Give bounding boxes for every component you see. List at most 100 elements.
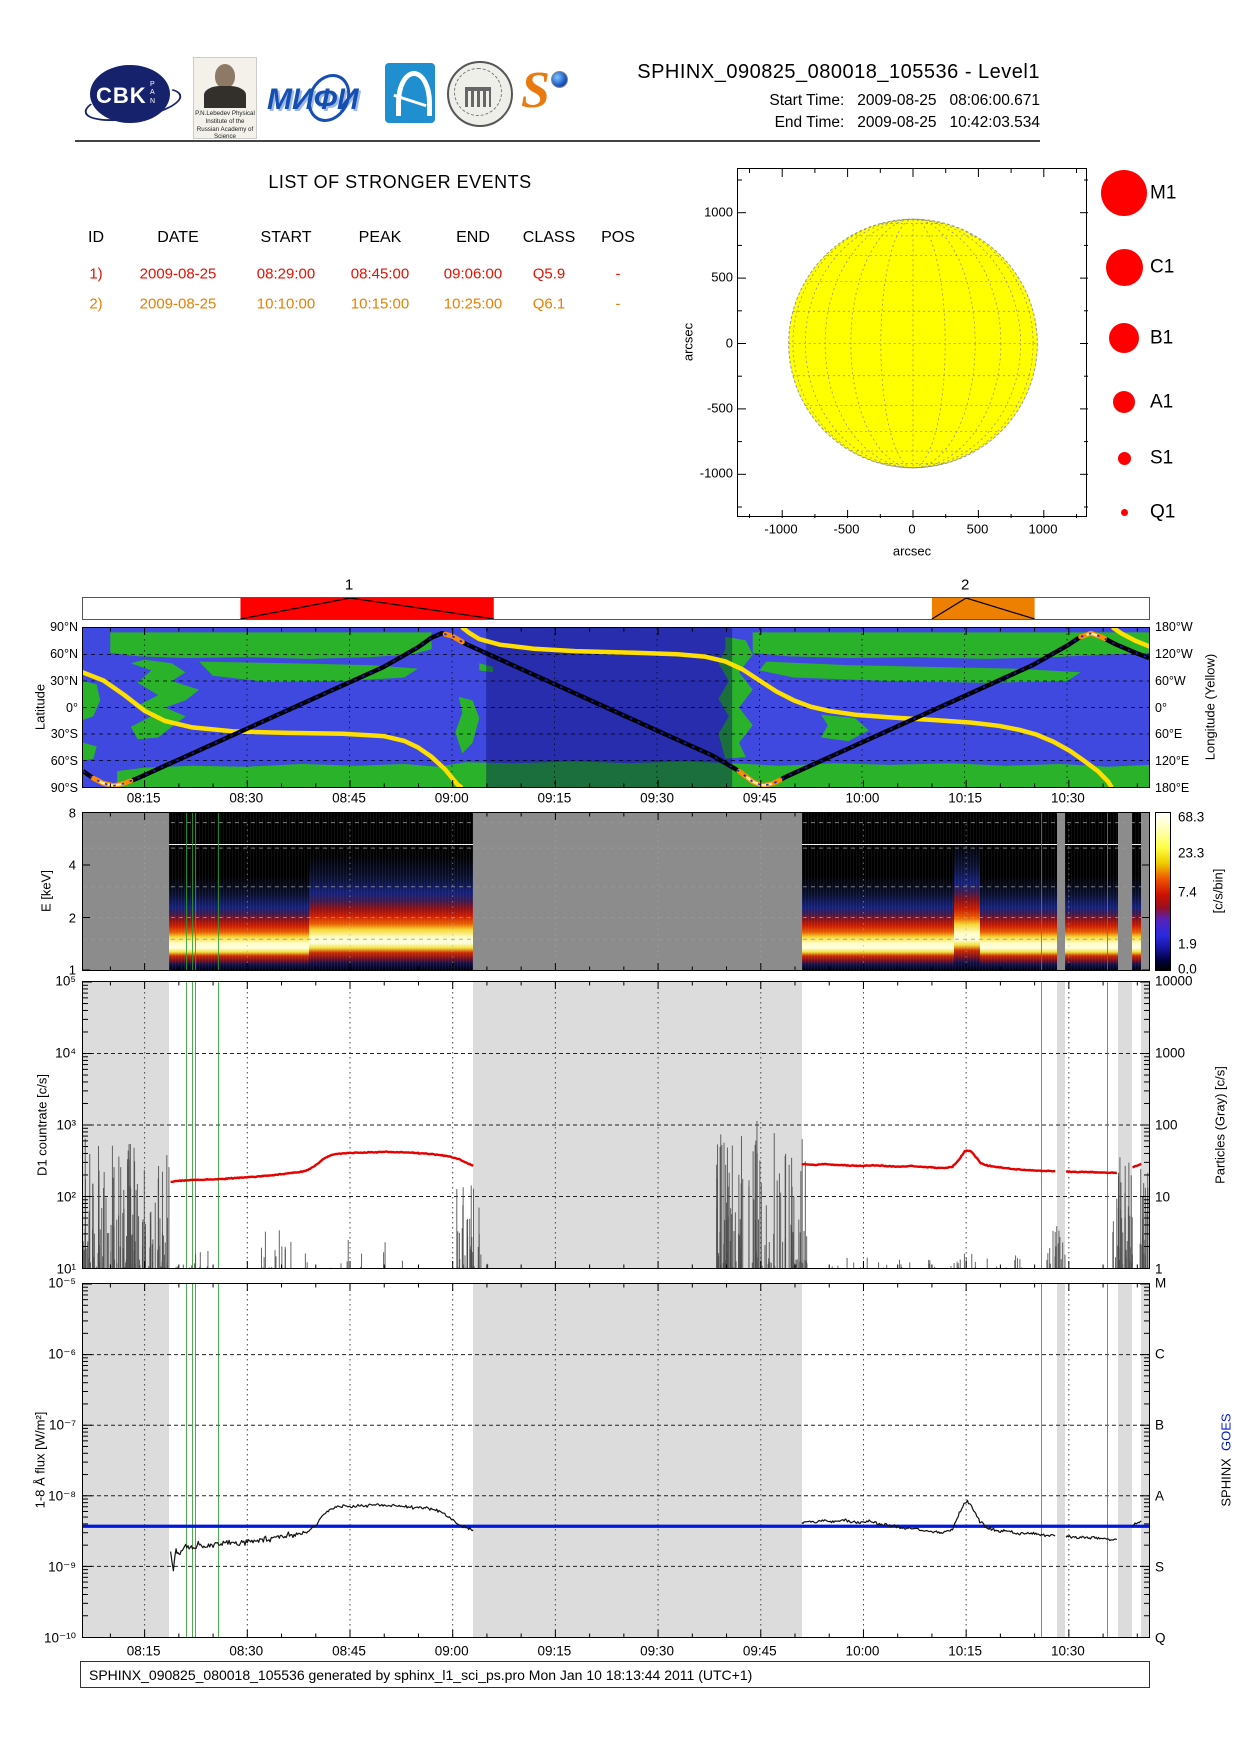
legend-flare-label: S1 bbox=[1150, 447, 1174, 469]
flux-time-label: 10:15 bbox=[948, 1643, 983, 1659]
events-column-header: CLASS bbox=[522, 229, 576, 246]
d1-ytick-label: 10¹ bbox=[56, 1261, 76, 1277]
event-marker-line bbox=[194, 1284, 196, 1637]
e-ticks bbox=[83, 864, 1149, 970]
data-gap-band bbox=[83, 1284, 169, 1637]
spectrogram-data-segment bbox=[1065, 813, 1119, 970]
event-marker-line bbox=[217, 982, 219, 1268]
sun-xtick-label: 0 bbox=[908, 521, 916, 537]
cbk-ellipse bbox=[90, 65, 170, 123]
start-time-row: Start Time: 2009-08-25 08:06:00.671 bbox=[769, 93, 1040, 109]
d1-grid bbox=[83, 1053, 1149, 1197]
particles-tick-label: 1 bbox=[1155, 1261, 1163, 1277]
event-row-2-cell: 10:10:00 bbox=[256, 295, 316, 313]
particles-tick-label: 1000 bbox=[1155, 1045, 1186, 1061]
seal-inner-ring bbox=[454, 68, 502, 116]
arch-shape bbox=[396, 71, 432, 116]
map-continent bbox=[83, 742, 97, 761]
events-column-header: ID bbox=[88, 229, 104, 246]
sun-ytick-label: -500 bbox=[706, 400, 733, 416]
event-marker-line bbox=[191, 982, 193, 1268]
d1-countrate-curve bbox=[1132, 1162, 1142, 1169]
colorbar-tick-label: 0.0 bbox=[1178, 961, 1197, 977]
xray-flux-panel bbox=[82, 1283, 1150, 1638]
legend-flare-circle bbox=[1109, 323, 1139, 353]
legend-flare-circle bbox=[1113, 391, 1135, 413]
map-time-label: 08:30 bbox=[229, 790, 264, 806]
flux-time-label: 08:45 bbox=[332, 1643, 366, 1659]
goes-class-label: A bbox=[1155, 1488, 1165, 1504]
longitude-curve bbox=[83, 670, 464, 787]
goes-class-label: S bbox=[1155, 1559, 1165, 1575]
colorbar-tick-label: 1.9 bbox=[1178, 936, 1197, 952]
cbk-pan-logo: CBK P A N bbox=[82, 63, 184, 128]
spectrogram-grid bbox=[83, 813, 1149, 970]
header: CBK P A N P.N.Lebedev Physical Institute of … bbox=[0, 0, 1240, 145]
spectrogram-white-line bbox=[801, 843, 1057, 846]
flux-time-label: 08:30 bbox=[229, 1643, 264, 1659]
legend-flare-circle bbox=[1120, 508, 1128, 516]
legend-flare-label: C1 bbox=[1150, 256, 1175, 278]
spectrogram-data-segment bbox=[801, 813, 1057, 970]
event-row-1-cell: 1) bbox=[89, 265, 103, 283]
map-lon-label: 180°E bbox=[1155, 780, 1190, 795]
flux-time-label: 09:45 bbox=[742, 1643, 777, 1659]
colorbar-gradient bbox=[1156, 813, 1170, 970]
spectrogram-white-line bbox=[168, 843, 474, 846]
event-row-1-cell: 08:29:00 bbox=[256, 265, 316, 283]
event-marker-line bbox=[217, 813, 219, 970]
event-marker-line bbox=[194, 982, 196, 1268]
seal-building bbox=[465, 87, 491, 107]
map-continent bbox=[718, 636, 753, 759]
map-time-label: 09:00 bbox=[434, 790, 469, 806]
spectrogram-flare-bulge bbox=[308, 813, 474, 970]
mephi-orbit bbox=[299, 66, 359, 130]
legend-flare-label: M1 bbox=[1150, 182, 1177, 204]
legend-flare-label: Q1 bbox=[1150, 501, 1176, 523]
sun-ytick-label: -1000 bbox=[699, 465, 733, 481]
lebedev-institute-logo: P.N.Lebedev Physical Institute of the Ru… bbox=[193, 57, 257, 141]
map-continent bbox=[821, 714, 869, 742]
logo-strip: CBK P A N P.N.Lebedev Physical Institute of … bbox=[82, 55, 575, 141]
spectrogram-white-line bbox=[1065, 843, 1119, 846]
event-marker-line bbox=[194, 813, 196, 970]
timeline-event-number: 2 bbox=[960, 576, 970, 594]
spectrogram-striping bbox=[1131, 813, 1142, 970]
timeline-event-block bbox=[931, 598, 1035, 619]
flux-data-svg bbox=[83, 1499, 1149, 1572]
spectrogram-ytick-label: 4 bbox=[68, 857, 76, 873]
ground-track-dots bbox=[83, 632, 1149, 787]
spectrogram-data-segment bbox=[1131, 813, 1142, 970]
cbk-text: CBK bbox=[96, 83, 147, 108]
colorbar-unit-label: [c/s/bin] bbox=[1210, 868, 1226, 914]
flux-time-label: 09:15 bbox=[537, 1643, 572, 1659]
sun-xtick-label: -500 bbox=[833, 521, 860, 537]
legend-flare-circle bbox=[1105, 248, 1143, 286]
d1-countrate-panel bbox=[82, 981, 1150, 1269]
solar-grid-meridian bbox=[792, 218, 1034, 469]
data-gap-band bbox=[1118, 1284, 1132, 1637]
colorbar-tick-label: 23.3 bbox=[1178, 845, 1205, 861]
flux-time-label: 08:15 bbox=[126, 1643, 161, 1659]
map-lon-label: 0° bbox=[1155, 700, 1167, 715]
sphinx-sun-logo: S bbox=[517, 59, 573, 131]
event-row-2-cell: 2009-08-25 bbox=[139, 295, 217, 313]
legend-flare-label: A1 bbox=[1150, 391, 1174, 413]
spectrogram-ytick-label: 1 bbox=[68, 962, 76, 978]
events-title: LIST OF STRONGER EVENTS bbox=[268, 172, 532, 192]
sphinx-label: SPHINX bbox=[1218, 1458, 1234, 1507]
events-column-header: END bbox=[456, 229, 490, 246]
spectrogram-ytick-label: 2 bbox=[68, 910, 76, 925]
portrait-caption: P.N.Lebedev Physical Institute of the Ru… bbox=[195, 110, 255, 141]
events-column-header: POS bbox=[601, 229, 635, 246]
sun-ytick-label: 0 bbox=[725, 335, 733, 350]
event-marker-line bbox=[1041, 813, 1043, 970]
sun-ytick-label: 1000 bbox=[704, 204, 733, 220]
events-column-header: DATE bbox=[157, 229, 199, 246]
timeline-svg bbox=[240, 598, 1035, 619]
map-continent bbox=[455, 696, 480, 754]
flux-yaxis-label: 1-8 Å flux [W/m²] bbox=[32, 1411, 48, 1509]
end-time-row: End Time: 2009-08-25 10:42:03.534 bbox=[775, 115, 1040, 131]
map-lon-label: 120°E bbox=[1155, 753, 1190, 768]
